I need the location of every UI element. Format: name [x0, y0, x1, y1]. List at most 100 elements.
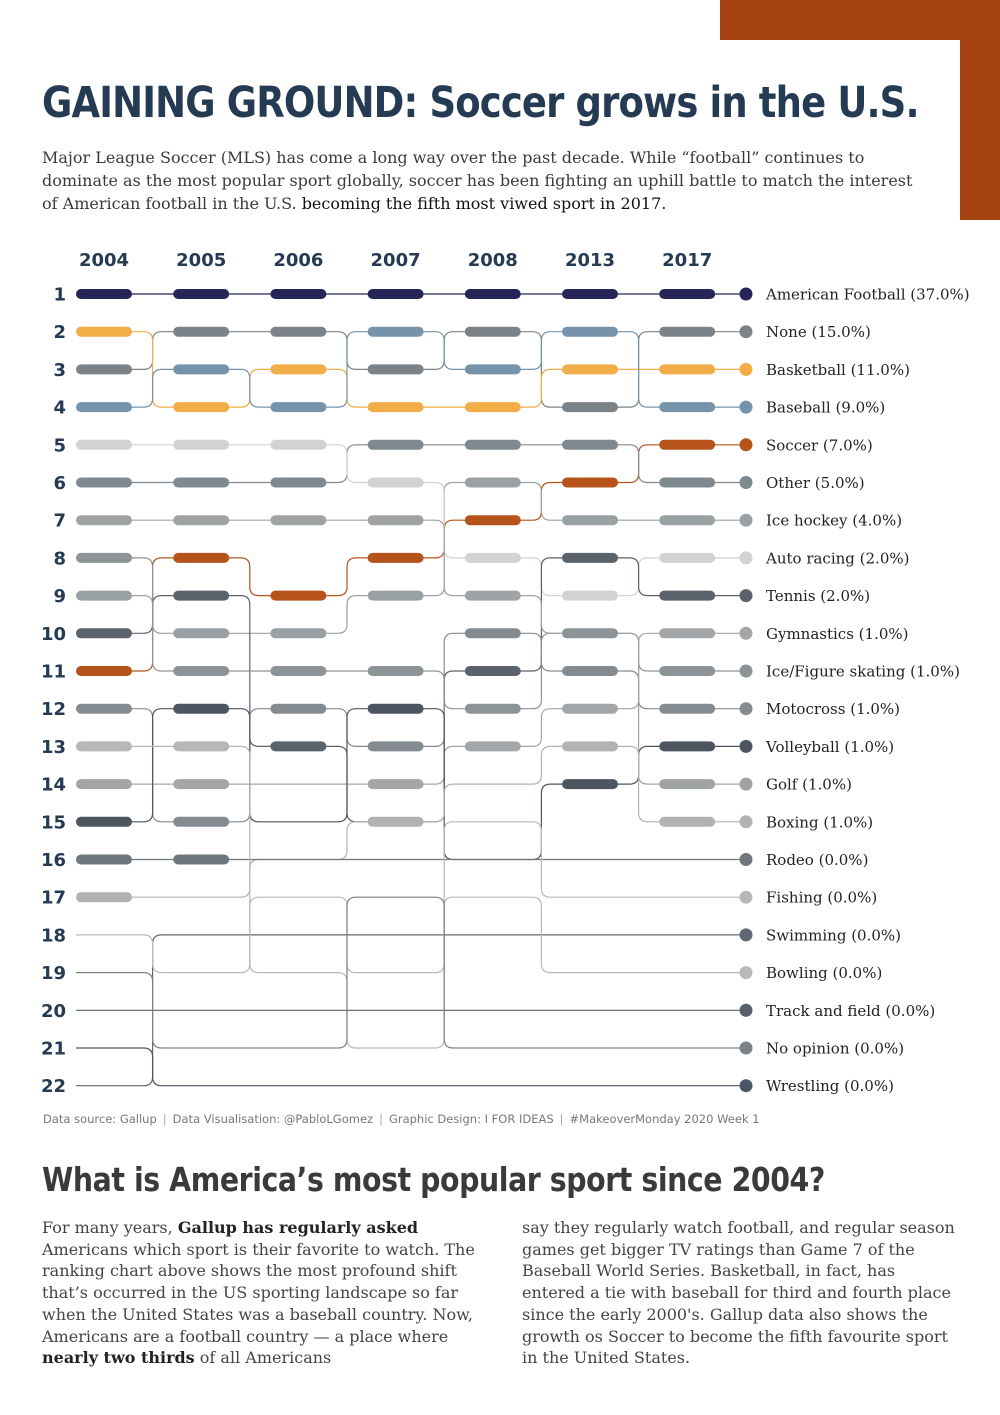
- rank-pill-ice-hockey-2005: [173, 628, 230, 639]
- rank-number-3: 3: [53, 360, 66, 381]
- end-dot-swimming: [739, 928, 753, 942]
- end-dot-basketball: [739, 362, 753, 376]
- rank-pill-gymnastics-2008: [464, 741, 521, 752]
- rank-pill-gymnastics-2017: [659, 628, 716, 639]
- rank-pill-tennis-2005: [173, 590, 230, 601]
- rank-pill-soccer-2004: [76, 666, 132, 676]
- rank-pill-motocross-2013: [562, 666, 618, 676]
- rank-pill-other-2007: [367, 439, 424, 450]
- rank-pill-rodeo-2004: [76, 854, 132, 865]
- body-column-right: say they regularly watch football, and r…: [522, 1218, 955, 1368]
- rank-pill-golf-2004: [76, 515, 132, 526]
- sport-label-basketball: Basketball (11.0%): [766, 361, 910, 379]
- rank-pill-american-football-2005: [173, 289, 230, 299]
- sport-label-ice-hockey: Ice hockey (4.0%): [766, 512, 902, 530]
- rank-pill-none-2004: [76, 364, 132, 375]
- rank-pill-auto-racing-2006: [270, 439, 327, 450]
- year-label-2008: 2008: [468, 250, 518, 271]
- rank-number-1: 1: [53, 285, 66, 306]
- sport-label-volleyball: Volleyball (1.0%): [765, 738, 894, 756]
- end-dot-motocross: [739, 702, 753, 716]
- rank-pill-other-2017: [659, 477, 716, 488]
- year-label-2007: 2007: [371, 250, 421, 271]
- end-dot-fishing: [739, 890, 753, 904]
- rank-pill-volleyball-2013: [562, 779, 618, 790]
- sport-label-ice-figure-skating: Ice/Figure skating (1.0%): [766, 663, 960, 681]
- rank-pill-auto-racing-2008: [464, 552, 521, 563]
- year-label-2005: 2005: [176, 250, 226, 271]
- left-text-1: For many years,: [42, 1218, 173, 1237]
- rank-pill-ice-hockey-2017: [659, 515, 716, 526]
- rank-pill-other-2008: [464, 439, 521, 450]
- rank-pill-basketball-2007: [367, 402, 424, 413]
- rank-pill-baseball-2005: [173, 364, 230, 375]
- rank-pill-volleyball-2005: [173, 703, 230, 714]
- left-bold-1: Gallup has regularly asked: [177, 1218, 419, 1237]
- end-dot-bowling: [739, 966, 753, 980]
- end-dot-wrestling: [739, 1079, 753, 1093]
- rank-pill-motocross-2008: [464, 628, 521, 639]
- rank-pill-motocross-2005: [173, 816, 230, 827]
- rank-number-11: 11: [41, 662, 66, 683]
- rank-pill-tennis-2008: [464, 666, 521, 676]
- intro-text: Major League Soccer (MLS) has come a lon…: [42, 148, 913, 213]
- rank-pill-none-2017: [659, 326, 716, 337]
- bump-chart: 2004 2005 2006 2007 2008 2013 2017 12345678910…: [41, 250, 970, 1097]
- sport-label-auto-racing: Auto racing (2.0%): [765, 549, 909, 567]
- rank-pill-ice-figure-skating-2008: [464, 703, 521, 714]
- rank-pill-none-2008: [464, 326, 521, 337]
- end-dot-volleyball: [739, 739, 753, 753]
- end-dot-no-opinion: [739, 1041, 753, 1055]
- rank-pill-tennis-2013: [562, 552, 618, 563]
- rank-number-7: 7: [53, 511, 66, 532]
- sport-label-wrestling: Wrestling (0.0%): [766, 1077, 894, 1095]
- rank-pill-boxing-2004: [76, 892, 132, 903]
- series-line-wrestling: [76, 1047, 746, 1087]
- rank-pill-tennis-2006: [270, 741, 327, 752]
- rank-pill-soccer-2005: [173, 552, 230, 563]
- rank-number-19: 19: [41, 963, 66, 984]
- rank-number-14: 14: [41, 775, 66, 796]
- rank-pill-ice-hockey-2007: [367, 590, 424, 601]
- rank-pill-basketball-2008: [464, 402, 521, 413]
- rank-pill-american-football-2008: [464, 289, 521, 299]
- rank-pill-gymnastics-2007: [367, 779, 424, 790]
- rank-pill-baseball-2008: [464, 364, 521, 375]
- rank-pill-ice-hockey-2006: [270, 628, 327, 639]
- left-text-2: Americans which sport is their favorite …: [42, 1239, 475, 1346]
- rank-number-8: 8: [53, 548, 66, 569]
- sport-label-fishing: Fishing (0.0%): [766, 889, 877, 907]
- rank-pill-soccer-2006: [270, 590, 327, 601]
- rank-pill-fishing-2005: [173, 741, 230, 752]
- rank-pill-american-football-2004: [76, 289, 132, 299]
- accent-bar-side: [960, 0, 1000, 220]
- rank-pill-golf-2017: [659, 779, 716, 790]
- rank-pill-ice-figure-skating-2017: [659, 666, 716, 676]
- sport-label-gymnastics: Gymnastics (1.0%): [766, 625, 909, 643]
- series-line-other: [76, 444, 746, 484]
- end-dot-american-football: [739, 287, 753, 301]
- rank-pill-auto-racing-2005: [173, 439, 230, 450]
- rank-pill-ice-figure-skating-2007: [367, 666, 424, 676]
- end-dot-none: [739, 325, 753, 339]
- rank-number-4: 4: [53, 398, 66, 419]
- rank-pill-american-football-2007: [367, 289, 424, 299]
- sport-label-track-and-field: Track and field (0.0%): [766, 1002, 935, 1020]
- series-line-boxing: [76, 745, 746, 898]
- section-title: What is America’s most popular sport sin…: [42, 1160, 825, 1199]
- rank-number-22: 22: [41, 1076, 66, 1097]
- rank-pill-soccer-2013: [562, 477, 618, 488]
- credit-tag: #MakeoverMonday 2020 Week 1: [569, 1112, 760, 1126]
- end-dot-ice-figure-skating: [739, 664, 753, 678]
- rank-pill-golf-2006: [270, 515, 327, 526]
- sport-label-tennis: Tennis (2.0%): [766, 587, 870, 605]
- accent-bar-top: [720, 0, 1000, 40]
- rank-pill-motocross-2017: [659, 703, 716, 714]
- year-label-2006: 2006: [273, 250, 323, 271]
- rank-pill-other-2013: [562, 439, 618, 450]
- rank-number-18: 18: [41, 925, 66, 946]
- rank-pill-ice-figure-skating-2004: [76, 552, 132, 563]
- rank-number-9: 9: [53, 586, 66, 607]
- rank-pill-basketball-2004: [76, 326, 132, 337]
- rank-pill-american-football-2017: [659, 289, 716, 299]
